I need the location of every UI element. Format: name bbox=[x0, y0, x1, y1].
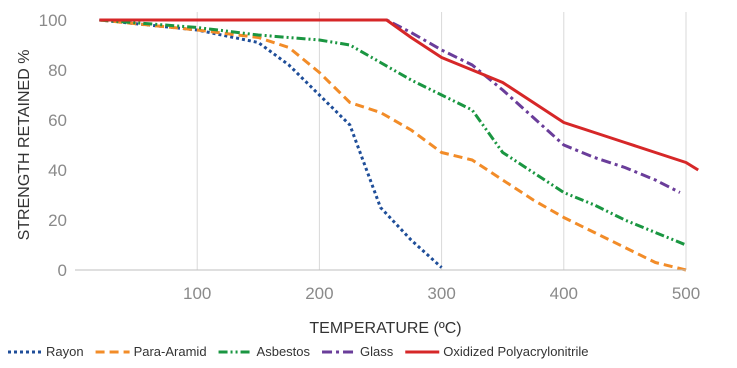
legend-item-rayon: Rayon bbox=[8, 344, 84, 359]
y-tick-label-80: 80 bbox=[48, 61, 67, 80]
x-tick-label-200: 200 bbox=[305, 284, 333, 303]
y-axis-title: STRENGTH RETAINED % bbox=[16, 50, 33, 241]
legend-label-para-aramid: Para-Aramid bbox=[134, 344, 207, 359]
series-line-oxidized-polyacrylonitrile bbox=[99, 18, 699, 172]
legend: Rayon Para-Aramid Asbestos Glass Oxidized Po… bbox=[8, 344, 589, 359]
legend-item-oxidized-polyacrylonitrile: Oxidized Polyacrylonitrile bbox=[405, 344, 589, 359]
legend-item-asbestos: Asbestos bbox=[218, 344, 311, 359]
y-tick-label-20: 20 bbox=[48, 211, 67, 230]
grid bbox=[196, 12, 687, 270]
x-tick-label-500: 500 bbox=[672, 284, 700, 303]
x-tick-label-300: 300 bbox=[427, 284, 455, 303]
legend-label-glass: Glass bbox=[360, 344, 394, 359]
series-line-glass bbox=[99, 18, 681, 194]
legend-label-asbestos: Asbestos bbox=[257, 344, 311, 359]
y-tick-label-60: 60 bbox=[48, 111, 67, 130]
legend-label-rayon: Rayon bbox=[46, 344, 84, 359]
x-tick-label-400: 400 bbox=[550, 284, 578, 303]
series-line-para-aramid bbox=[99, 18, 687, 272]
legend-item-glass: Glass bbox=[322, 344, 394, 359]
y-tick-label-100: 100 bbox=[39, 11, 67, 30]
y-tick-label-0: 0 bbox=[58, 261, 67, 280]
series-lines bbox=[99, 18, 699, 272]
x-axis-title: TEMPERATURE (ºC) bbox=[309, 320, 461, 337]
y-tick-label-40: 40 bbox=[48, 161, 67, 180]
legend-label-oxidized-polyacrylonitrile: Oxidized Polyacrylonitrile bbox=[443, 344, 588, 359]
legend-item-para-aramid: Para-Aramid bbox=[95, 344, 207, 359]
series-line-rayon bbox=[99, 18, 443, 269]
tick-labels: 100 200 300 400 500 0 20 40 60 80 100 bbox=[39, 11, 701, 303]
x-tick-label-100: 100 bbox=[183, 284, 211, 303]
